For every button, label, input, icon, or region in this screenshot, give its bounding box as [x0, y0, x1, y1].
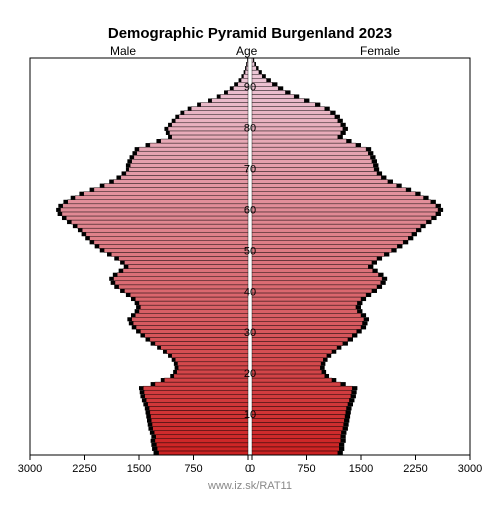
svg-text:0: 0: [249, 463, 255, 475]
svg-text:10: 10: [244, 409, 256, 421]
svg-text:40: 40: [244, 286, 256, 298]
svg-text:3000: 3000: [18, 463, 42, 475]
svg-text:80: 80: [244, 123, 256, 135]
svg-text:30: 30: [244, 327, 256, 339]
svg-text:2250: 2250: [72, 463, 96, 475]
svg-text:1500: 1500: [127, 463, 151, 475]
svg-text:750: 750: [184, 463, 202, 475]
svg-text:1500: 1500: [349, 463, 373, 475]
svg-text:70: 70: [244, 164, 256, 176]
svg-text:60: 60: [244, 204, 256, 216]
male-label: Male: [110, 44, 136, 58]
chart-container: Demographic Pyramid Burgenland 2023 Male…: [0, 0, 500, 500]
source-url: www.iz.sk/RAT11: [0, 480, 500, 492]
female-label: Female: [360, 44, 400, 58]
pyramid-chart: 3000225015007500075015002250300010203040…: [0, 0, 500, 500]
age-label: Age: [236, 44, 257, 58]
svg-text:20: 20: [244, 368, 256, 380]
svg-text:3000: 3000: [458, 463, 482, 475]
svg-text:50: 50: [244, 245, 256, 257]
chart-title: Demographic Pyramid Burgenland 2023: [0, 25, 500, 42]
svg-text:750: 750: [297, 463, 315, 475]
svg-text:90: 90: [244, 82, 256, 94]
svg-text:2250: 2250: [403, 463, 427, 475]
